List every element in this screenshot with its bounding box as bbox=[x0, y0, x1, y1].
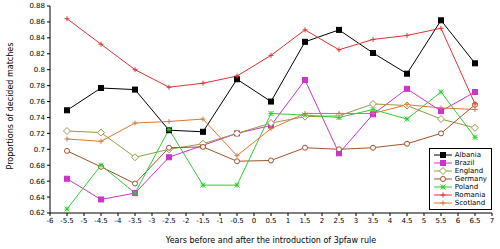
svg-text:2.5: 2.5 bbox=[333, 217, 344, 225]
svg-text:-4: -4 bbox=[115, 217, 123, 225]
html-text:Scotland: Scotland bbox=[454, 199, 486, 207]
svg-text:Years before and after the int: Years before and after the introduction … bbox=[165, 236, 376, 245]
svg-text:0.76: 0.76 bbox=[29, 98, 45, 106]
svg-text:-1.5: -1.5 bbox=[196, 217, 210, 225]
svg-text:-2: -2 bbox=[183, 217, 190, 225]
svg-text:-5.5: -5.5 bbox=[60, 217, 74, 225]
svg-text:-0.5: -0.5 bbox=[230, 217, 244, 225]
svg-text:0.88: 0.88 bbox=[29, 2, 45, 10]
svg-text:0.84: 0.84 bbox=[29, 34, 45, 42]
svg-text:-4.5: -4.5 bbox=[94, 217, 108, 225]
svg-text:-5: -5 bbox=[81, 217, 88, 225]
svg-text:4: 4 bbox=[388, 217, 393, 225]
svg-text:2: 2 bbox=[320, 217, 324, 225]
svg-text:1.5: 1.5 bbox=[299, 217, 310, 225]
svg-text:3: 3 bbox=[354, 217, 358, 225]
svg-text:Proportions of decided matches: Proportions of decided matches bbox=[8, 43, 15, 170]
svg-text:-6: -6 bbox=[47, 217, 55, 225]
svg-text:0.5: 0.5 bbox=[265, 217, 276, 225]
svg-text:0.66: 0.66 bbox=[29, 178, 45, 186]
svg-text:-3.5: -3.5 bbox=[128, 217, 142, 225]
svg-text:0.7: 0.7 bbox=[34, 146, 45, 154]
svg-text:0.74: 0.74 bbox=[29, 114, 45, 122]
html-text:Germany: Germany bbox=[454, 175, 487, 183]
svg-text:0.8: 0.8 bbox=[34, 66, 45, 74]
svg-text:-1: -1 bbox=[217, 217, 224, 225]
svg-text:0.68: 0.68 bbox=[29, 162, 45, 170]
svg-text:5.5: 5.5 bbox=[435, 217, 446, 225]
svg-text:1: 1 bbox=[286, 217, 290, 225]
html-text:Albania: Albania bbox=[454, 151, 481, 159]
html-text:England: England bbox=[454, 167, 484, 175]
svg-text:4.5: 4.5 bbox=[401, 217, 412, 225]
html-text:Brazil: Brazil bbox=[454, 159, 475, 167]
svg-text:0: 0 bbox=[252, 217, 256, 225]
svg-text:0.82: 0.82 bbox=[29, 50, 45, 58]
svg-text:-3: -3 bbox=[149, 217, 156, 225]
svg-text:0.72: 0.72 bbox=[29, 130, 45, 138]
html-text:Poland: Poland bbox=[454, 183, 479, 191]
svg-text:0.64: 0.64 bbox=[29, 194, 45, 202]
svg-text:7: 7 bbox=[490, 217, 492, 225]
svg-text:3.5: 3.5 bbox=[367, 217, 378, 225]
html-text:Romania: Romania bbox=[454, 191, 486, 199]
svg-text:6.5: 6.5 bbox=[469, 217, 480, 225]
svg-text:5: 5 bbox=[422, 217, 426, 225]
svg-text:-2.5: -2.5 bbox=[162, 217, 176, 225]
svg-text:6: 6 bbox=[456, 217, 461, 225]
svg-text:0.86: 0.86 bbox=[29, 18, 45, 26]
svg-text:0.78: 0.78 bbox=[29, 82, 45, 90]
svg-text:0.62: 0.62 bbox=[29, 209, 45, 217]
